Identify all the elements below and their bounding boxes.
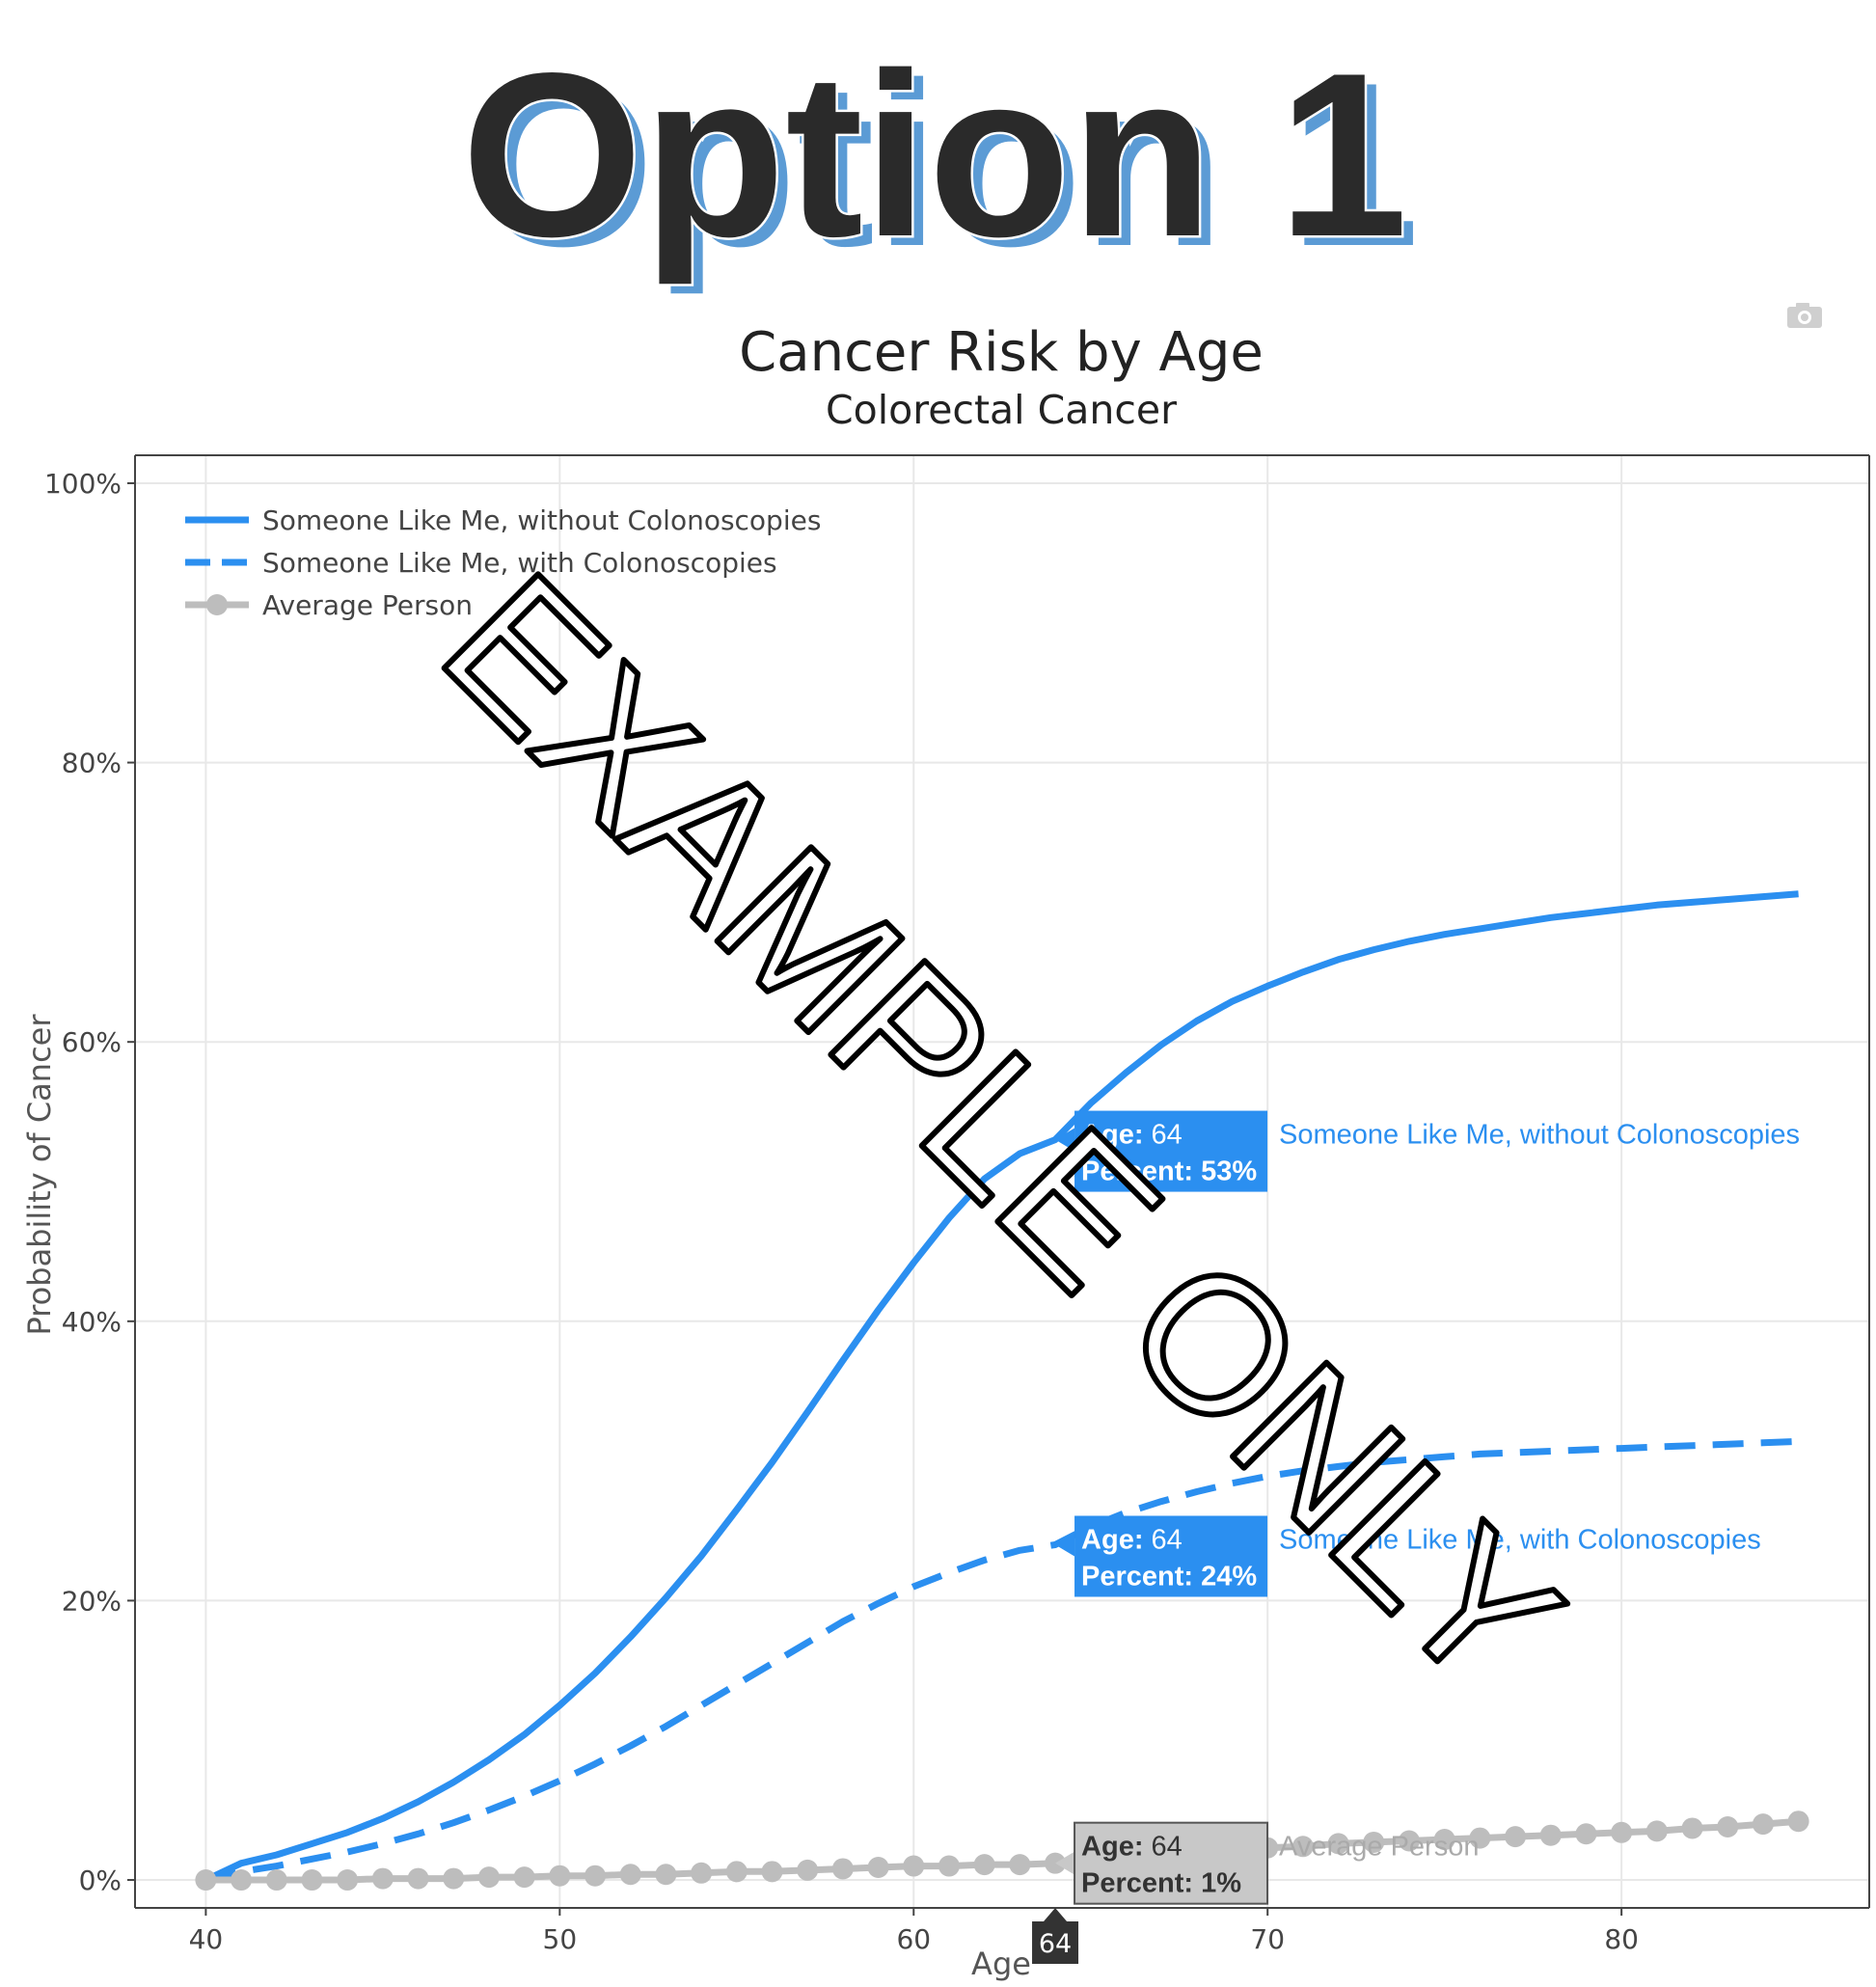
data-point-average-person[interactable] [477, 1866, 500, 1889]
data-point-average-person[interactable] [655, 1864, 677, 1886]
data-point-average-person[interactable] [797, 1859, 819, 1881]
data-point-average-person[interactable] [1611, 1821, 1633, 1843]
tooltip-box [1074, 1110, 1268, 1192]
data-point-average-person[interactable] [1787, 1810, 1809, 1833]
data-point-average-person[interactable] [1752, 1813, 1774, 1836]
x-tick-label: 50 [543, 1923, 578, 1955]
data-point-average-person[interactable] [1291, 1836, 1314, 1858]
grid [135, 455, 1869, 1908]
data-point-average-person[interactable] [867, 1857, 889, 1879]
plot-background [135, 455, 1869, 1908]
data-point-average-person[interactable] [1327, 1833, 1349, 1855]
tooltip-series-name: Average Person [1279, 1832, 1479, 1863]
data-point-average-person[interactable] [301, 1869, 323, 1892]
tooltip-percent: Percent: 24% [1081, 1562, 1257, 1592]
tooltip-box [1074, 1515, 1268, 1597]
series-line-average-person [205, 1817, 1799, 1884]
data-point-average-person[interactable] [725, 1861, 748, 1883]
tooltip-percent: Percent: 53% [1081, 1157, 1257, 1187]
hover-layer: Age: 64 Percent: 53% Someone Like Me, with… [1032, 1110, 1800, 1964]
heading: Option 1 Option 1 [459, 23, 1420, 296]
legend[interactable]: Someone Like Me, without Colonoscopies So… [185, 504, 821, 621]
legend-item[interactable]: Someone Like Me, with Colonoscopies [185, 547, 777, 579]
x-hover-badge: 64 [1032, 1908, 1079, 1964]
legend-label: Someone Like Me, without Colonoscopies [262, 504, 821, 536]
data-point-average-person[interactable] [1363, 1831, 1385, 1853]
y-tick-label: 40% [62, 1306, 122, 1338]
tooltip-percent: Percent: 1% [1081, 1868, 1241, 1899]
data-point-average-person[interactable] [1433, 1829, 1455, 1851]
data-point-average-person[interactable] [1398, 1830, 1420, 1852]
y-tick-label: 100% [44, 468, 122, 500]
legend-item[interactable]: Someone Like Me, without Colonoscopies [185, 504, 821, 536]
data-point-average-person[interactable] [513, 1866, 535, 1889]
tooltip-box [1074, 1821, 1269, 1905]
data-point-average-person[interactable] [903, 1855, 925, 1877]
camera-icon[interactable] [1787, 303, 1822, 328]
y-tick-label: 80% [62, 748, 122, 779]
data-point-average-person[interactable] [831, 1858, 854, 1880]
series-line-with-colonoscopies[interactable] [204, 1437, 1799, 1884]
tooltip-pointer [1055, 1851, 1075, 1875]
data-point-average-person[interactable] [1539, 1824, 1562, 1846]
hover-tooltip: Age: 64 Percent: 1% Average Person [1055, 1821, 1479, 1905]
x-tick-label: 70 [1250, 1923, 1285, 1955]
data-point-average-person[interactable] [938, 1855, 960, 1877]
tooltip-series-name: Someone Like Me, without Colonoscopies [1279, 1120, 1800, 1151]
data-point-average-person[interactable] [973, 1854, 995, 1876]
tooltip-age: Age: 64 [1081, 1120, 1183, 1151]
data-point-average-person[interactable] [761, 1861, 783, 1883]
data-point-average-person[interactable] [691, 1862, 713, 1884]
axes [127, 454, 1870, 1916]
y-tick-label: 0% [79, 1865, 122, 1896]
data-point-average-person[interactable] [265, 1869, 287, 1892]
chart-subtitle: Colorectal Cancer [826, 387, 1177, 433]
legend-label: Someone Like Me, with Colonoscopies [262, 547, 777, 579]
y-axis-label: Probability of Cancer [21, 1014, 58, 1336]
hover-tooltip: Age: 64 Percent: 24% Someone Like Me, with… [1055, 1515, 1761, 1597]
data-point-average-person[interactable] [619, 1864, 641, 1886]
x-hover-badge-pointer [1044, 1908, 1068, 1921]
data-point-average-person[interactable] [585, 1865, 607, 1887]
data-point-average-person[interactable] [407, 1867, 429, 1890]
data-point-average-person[interactable] [1717, 1816, 1739, 1838]
y-tick-label: 60% [62, 1026, 122, 1058]
legend-label: Average Person [262, 589, 473, 621]
data-point-average-person[interactable] [337, 1869, 359, 1892]
tooltip-age: Age: 64 [1081, 1525, 1183, 1556]
legend-item[interactable]: Average Person [185, 589, 473, 621]
tooltip-pointer [1055, 1533, 1075, 1557]
x-tick-label: 60 [896, 1923, 931, 1955]
data-point-average-person[interactable] [231, 1869, 253, 1892]
x-tick-label: 80 [1604, 1923, 1639, 1955]
data-point-average-person[interactable] [443, 1867, 465, 1890]
data-point-average-person[interactable] [1575, 1823, 1597, 1845]
legend-marker [206, 594, 228, 615]
tick-labels: 40 50 60 70 80 0% 20% 40% 60% 80% 100% [44, 468, 1639, 1955]
heading-text: Option 1 [461, 25, 1407, 286]
data-point-average-person[interactable] [1469, 1827, 1491, 1849]
hover-tooltip: Age: 64 Percent: 53% Someone Like Me, with… [1055, 1110, 1800, 1192]
x-hover-badge-label: 64 [1039, 1929, 1072, 1959]
chart-title: Cancer Risk by Age [739, 321, 1264, 384]
tooltip-series-name: Someone Like Me, with Colonoscopies [1279, 1525, 1761, 1556]
x-tick-label: 40 [189, 1923, 224, 1955]
data-point-average-person[interactable] [549, 1865, 571, 1887]
data-point-average-person[interactable] [371, 1867, 394, 1890]
tooltip-pointer [1055, 1128, 1075, 1152]
x-hover-badge-box [1032, 1921, 1079, 1964]
data-point-average-person[interactable] [1009, 1854, 1031, 1876]
tooltip-age: Age: 64 [1081, 1832, 1183, 1863]
heading-shadow: Option 1 [473, 35, 1419, 295]
y-tick-label: 20% [62, 1585, 122, 1617]
data-point-average-person[interactable] [195, 1869, 217, 1892]
data-point-average-person[interactable] [1681, 1817, 1703, 1839]
x-axis-label: Age [971, 1946, 1031, 1982]
plot-area[interactable] [135, 455, 1869, 1908]
series-line-without-colonoscopies[interactable] [204, 890, 1799, 1884]
data-point-average-person[interactable] [1645, 1820, 1668, 1842]
data-point-average-person[interactable] [1505, 1826, 1527, 1848]
